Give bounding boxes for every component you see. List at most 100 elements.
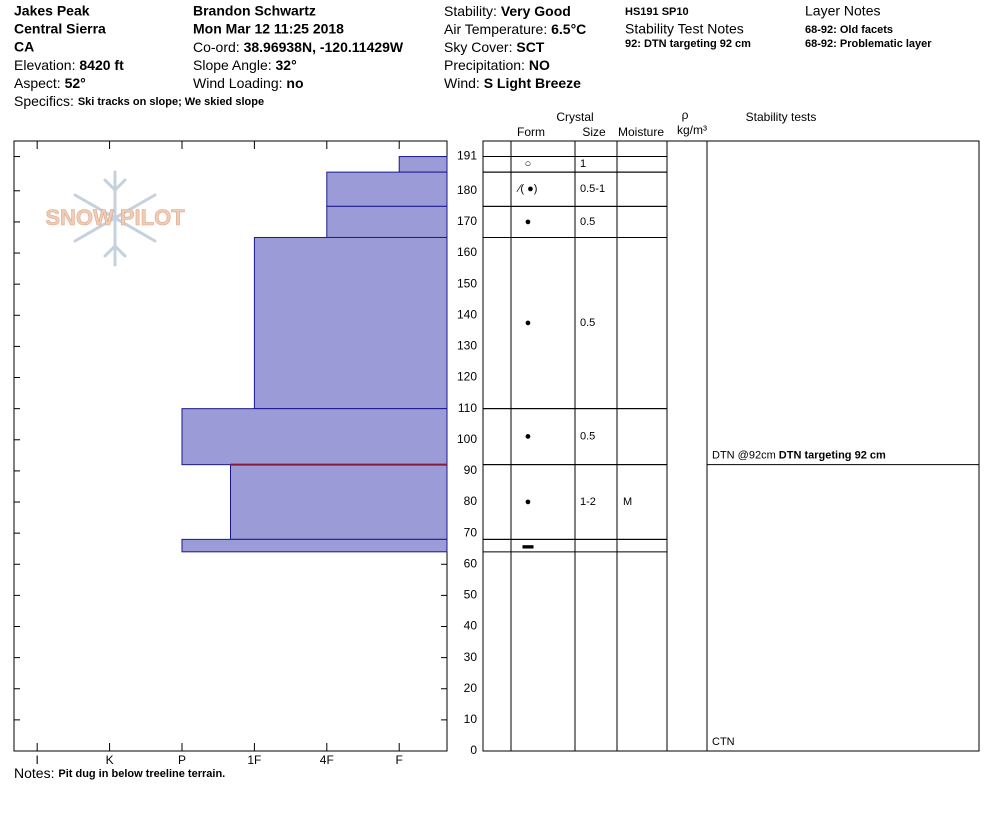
y-tick-label: 40	[464, 619, 478, 633]
slope: Slope Angle: 32°	[193, 57, 297, 73]
label: Wind Loading:	[193, 75, 283, 91]
value: Very Good	[501, 3, 571, 19]
date: Mon Mar 12 11:25 2018	[193, 21, 344, 37]
test-label: DTN @92cm DTN targeting 92 cm	[712, 450, 886, 462]
y-tick-label: 80	[464, 494, 478, 508]
aspect: Aspect: 52°	[14, 75, 86, 91]
y-tick-label: 110	[458, 401, 477, 415]
y-tick-label: 70	[464, 525, 478, 539]
col-crystal: Crystal	[556, 110, 593, 124]
layer-size: 0.5-1	[580, 183, 605, 195]
layer-size: 1-2	[580, 496, 596, 508]
hardness-bar	[230, 464, 448, 540]
column-dividers	[510, 141, 708, 751]
label: Elevation:	[14, 57, 75, 73]
layer-form: ●	[525, 317, 532, 329]
precip: Precipitation: NO	[444, 57, 550, 73]
hardness-bar	[181, 408, 448, 466]
y-tick-label: 0	[470, 743, 477, 757]
state: CA	[14, 39, 34, 55]
value: 32°	[276, 57, 297, 73]
label: Sky Cover:	[444, 39, 512, 55]
value: Ski tracks on slope; We skied slope	[78, 96, 264, 108]
layer-form: ●	[525, 216, 532, 228]
layer-moisture: M	[623, 496, 632, 508]
layer-form: ⁄( ●)	[516, 183, 538, 195]
value: 6.5°C	[551, 21, 586, 37]
test-code: DTN @92cm	[712, 450, 776, 462]
y-tick-label: 10	[464, 712, 478, 726]
air-temp: Air Temperature: 6.5°C	[444, 21, 586, 37]
y-tick-label: 130	[457, 339, 477, 353]
value: 8420 ft	[79, 57, 124, 73]
stability-note: 92: DTN targeting 92 cm	[625, 38, 751, 50]
y-tick-label: 150	[457, 276, 477, 290]
layer-size: 0.5	[580, 317, 595, 329]
layer-form: ●	[525, 496, 532, 508]
test-code: CTN	[712, 736, 735, 748]
hardness-bar	[253, 236, 448, 410]
value: S Light Breeze	[484, 75, 581, 91]
label: Co-ord:	[193, 39, 240, 55]
test-comment: DTN targeting 92 cm	[779, 450, 886, 462]
value: SCT	[516, 39, 544, 55]
x-tick-label: K	[106, 753, 114, 767]
label: Notes:	[14, 765, 54, 781]
layer-size: 0.5	[580, 216, 595, 228]
stability-notes-title: Stability Test Notes	[625, 21, 744, 37]
elevation: Elevation: 8420 ft	[14, 57, 124, 73]
observer: Brandon Schwartz	[193, 3, 316, 19]
label: Air Temperature:	[444, 21, 547, 37]
value: 52°	[65, 75, 86, 91]
test-label: CTN	[712, 736, 735, 748]
col-density: ρ	[682, 108, 689, 122]
range: Central Sierra	[14, 21, 106, 37]
hardness-bar	[398, 156, 448, 173]
layers-frame	[482, 140, 980, 752]
notes: Notes: Pit dug in below treeline terrain…	[14, 765, 225, 781]
label: Stability:	[444, 3, 497, 19]
label: Aspect:	[14, 75, 61, 91]
layer-size: 1	[580, 158, 586, 170]
x-tick-label: 4F	[320, 753, 334, 767]
y-tick-label: 140	[457, 307, 477, 321]
hs: HS191 SP10	[625, 6, 689, 18]
x-tick-label: P	[178, 753, 186, 767]
y-tick-label: 90	[464, 463, 478, 477]
y-tick-label: 170	[457, 214, 477, 228]
col-size: Size	[582, 125, 606, 139]
value: no	[286, 75, 303, 91]
layer-note: 68-92: Problematic layer	[805, 38, 932, 50]
sky: Sky Cover: SCT	[444, 39, 545, 55]
layer-size: 0.5	[580, 431, 595, 443]
layer-note: 68-92: Old facets	[805, 24, 893, 36]
label: Wind:	[444, 75, 480, 91]
y-tick-label: 160	[457, 245, 477, 259]
layer-notes-title: Layer Notes	[805, 3, 880, 19]
label: Specifics:	[14, 93, 74, 109]
coord: Co-ord: 38.96938N, -120.11429W	[193, 39, 404, 55]
col-form: Form	[517, 125, 545, 139]
x-tick-label: 1F	[247, 753, 261, 767]
y-tick-label: 20	[464, 681, 478, 695]
y-tick-label: 30	[464, 650, 478, 664]
wind: Wind: S Light Breeze	[444, 75, 581, 91]
wind-loading: Wind Loading: no	[193, 75, 304, 91]
value: 38.96938N, -120.11429W	[244, 39, 404, 55]
x-tick-label: I	[35, 753, 38, 767]
layer-form: ○	[525, 158, 532, 170]
site: Jakes Peak	[14, 3, 90, 19]
y-tick-label: 100	[457, 432, 477, 446]
logo: SNOW PILOT	[45, 205, 185, 230]
value: NO	[529, 57, 550, 73]
label: Slope Angle:	[193, 57, 272, 73]
stability: Stability: Very Good	[444, 3, 571, 19]
logo-flake	[73, 170, 157, 267]
y-tick-label: 180	[457, 183, 477, 197]
y-tick-label: 60	[464, 556, 478, 570]
value: Pit dug in below treeline terrain.	[58, 768, 225, 780]
hardness-bar	[326, 171, 448, 207]
x-tick-label: F	[396, 753, 403, 767]
